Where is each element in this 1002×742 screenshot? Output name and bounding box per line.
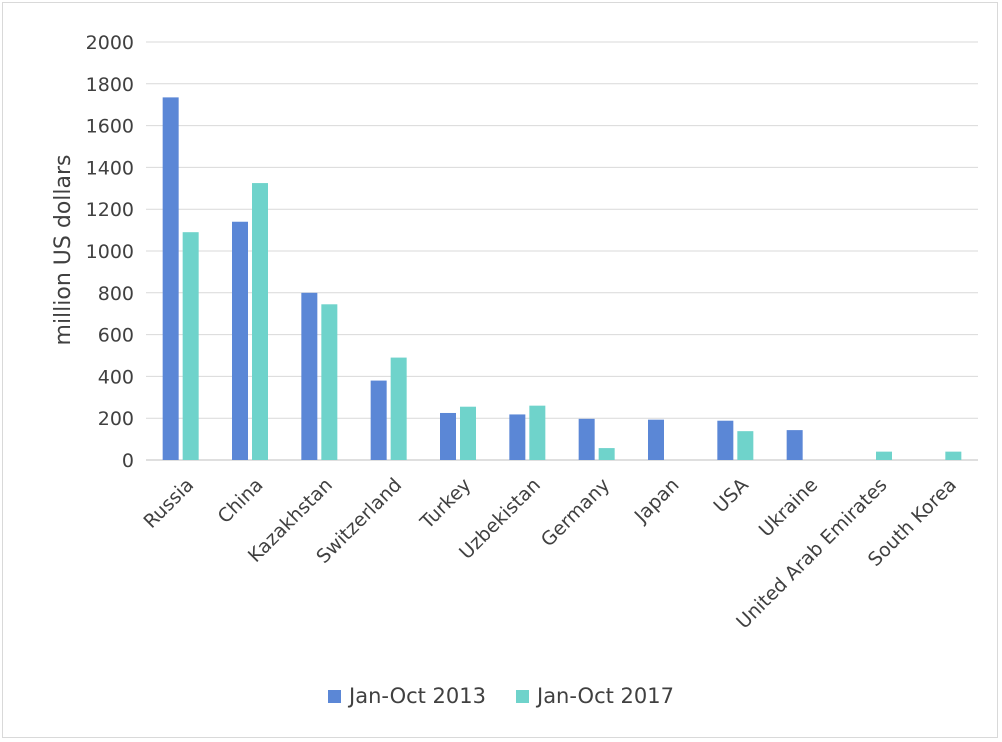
bar-1-ukraine [786, 430, 803, 460]
y-tick-label: 400 [98, 366, 134, 388]
y-axis-label: million US dollars [51, 155, 76, 346]
legend-label: Jan-Oct 2013 [349, 684, 486, 708]
x-category-label: Ukraine [755, 474, 822, 541]
x-category-label: Germany [537, 474, 614, 551]
y-tick-label: 800 [98, 283, 134, 305]
bar-1-uzbekistan [509, 414, 526, 460]
legend: Jan-Oct 2013 Jan-Oct 2017 [0, 684, 1002, 708]
x-category-label: Russia [139, 474, 198, 533]
y-tick-label: 2000 [86, 32, 134, 54]
bar-1-turkey [440, 412, 456, 460]
y-tick-label: 1400 [86, 157, 134, 179]
bar-2-russia [182, 232, 199, 460]
y-tick-label: 1000 [86, 241, 134, 263]
bar-1-kazakhstan [301, 292, 318, 460]
y-tick-label: 200 [98, 408, 134, 430]
y-tick-label: 0 [122, 450, 134, 472]
bar-2-uzbekistan [529, 405, 546, 460]
x-category-label: USA [710, 474, 753, 517]
legend-label: Jan-Oct 2017 [537, 684, 674, 708]
bar-2-kazakhstan [321, 304, 338, 460]
bar-1-russia [162, 97, 179, 460]
bar-2-turkey [460, 406, 476, 460]
x-category-label: China [214, 474, 268, 528]
bar-1-china [232, 221, 248, 460]
x-category-label: Turkey [416, 474, 476, 534]
bar-2-south-korea [945, 451, 962, 460]
legend-item-series-2: Jan-Oct 2017 [516, 684, 674, 708]
bar-1-germany [578, 418, 595, 460]
bar-2-usa [737, 431, 754, 460]
y-tick-label: 1800 [86, 74, 134, 96]
bar-1-usa [717, 420, 734, 460]
y-axis-ticks: 0 200 400 600 800 1000 1200 1400 1600 1800 2000 [86, 32, 134, 472]
bar-2-switzerland [390, 357, 407, 460]
bar-1-switzerland [370, 380, 387, 460]
gridlines [146, 41, 978, 461]
legend-item-series-1: Jan-Oct 2013 [328, 684, 486, 708]
legend-swatch [516, 689, 529, 703]
bar-1-japan [648, 419, 664, 460]
y-tick-label: 1600 [86, 116, 134, 138]
x-category-label: Japan [630, 474, 684, 528]
bar-2-germany [598, 448, 615, 460]
bar-2-united-arab-emirates [876, 451, 892, 460]
y-tick-label: 600 [98, 325, 134, 347]
y-tick-label: 1200 [86, 199, 134, 221]
bars [162, 97, 962, 460]
legend-swatch [328, 689, 342, 703]
bar-2-china [252, 183, 268, 460]
